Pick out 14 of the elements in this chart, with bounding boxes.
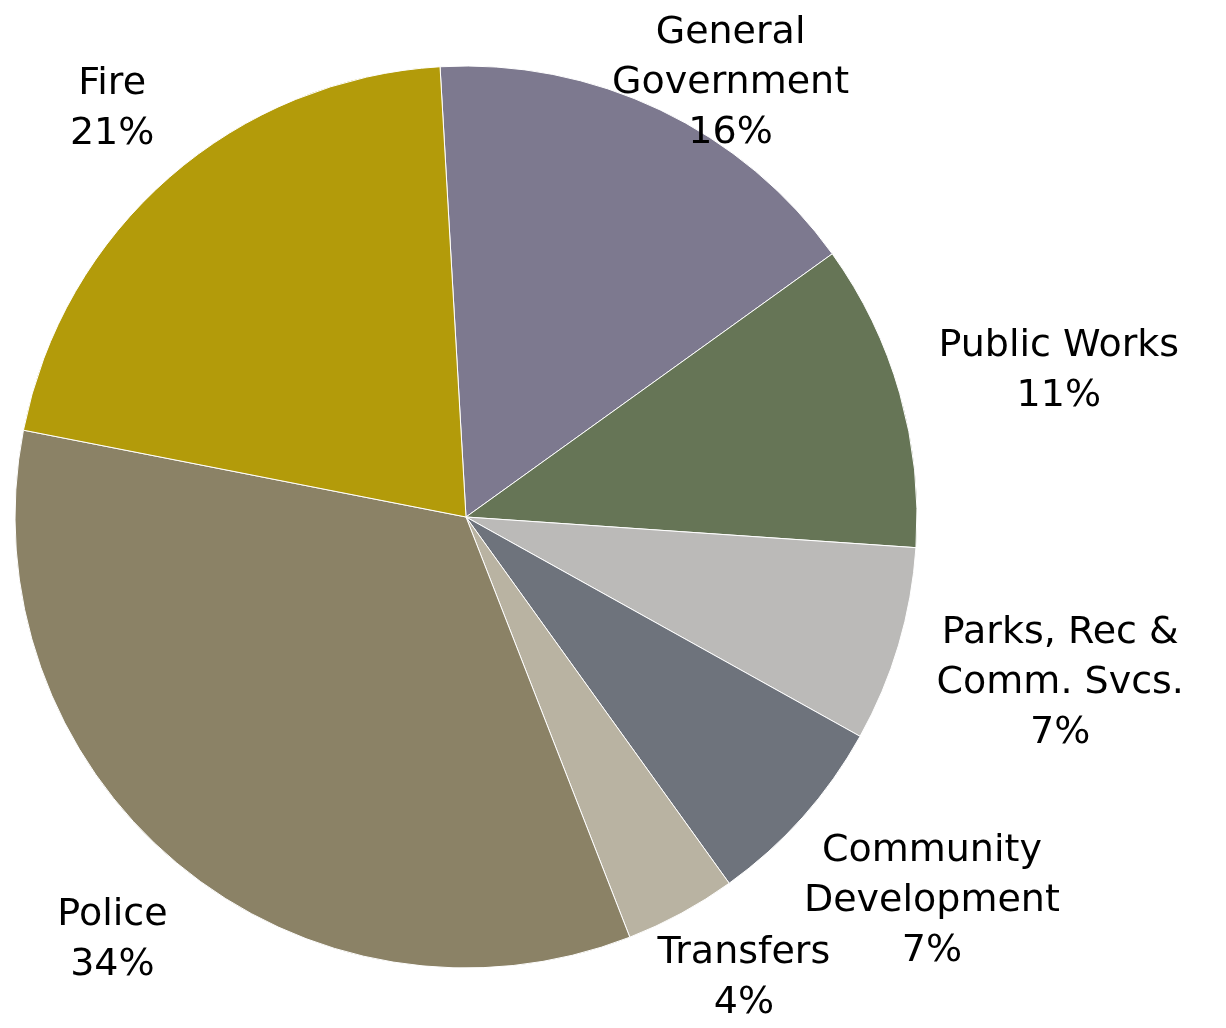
slice-label: Community Development (804, 825, 1060, 920)
slice-label: Parks, Rec & Comm. Svcs. (936, 608, 1184, 703)
slice-label: Police (57, 889, 168, 934)
data-label: 21% (69, 109, 155, 154)
slice-label: Public Works (938, 321, 1180, 366)
data-label: 7% (1030, 708, 1091, 753)
slice-label: General Government (612, 8, 850, 102)
slice-label: Transfers (656, 928, 831, 972)
slice-label: Fire (78, 59, 147, 104)
data-label: 4% (713, 978, 775, 1022)
data-label: 11% (1016, 371, 1102, 416)
data-label: 16% (688, 108, 773, 152)
data-label: 7% (901, 925, 963, 970)
data-label: 34% (70, 939, 155, 984)
